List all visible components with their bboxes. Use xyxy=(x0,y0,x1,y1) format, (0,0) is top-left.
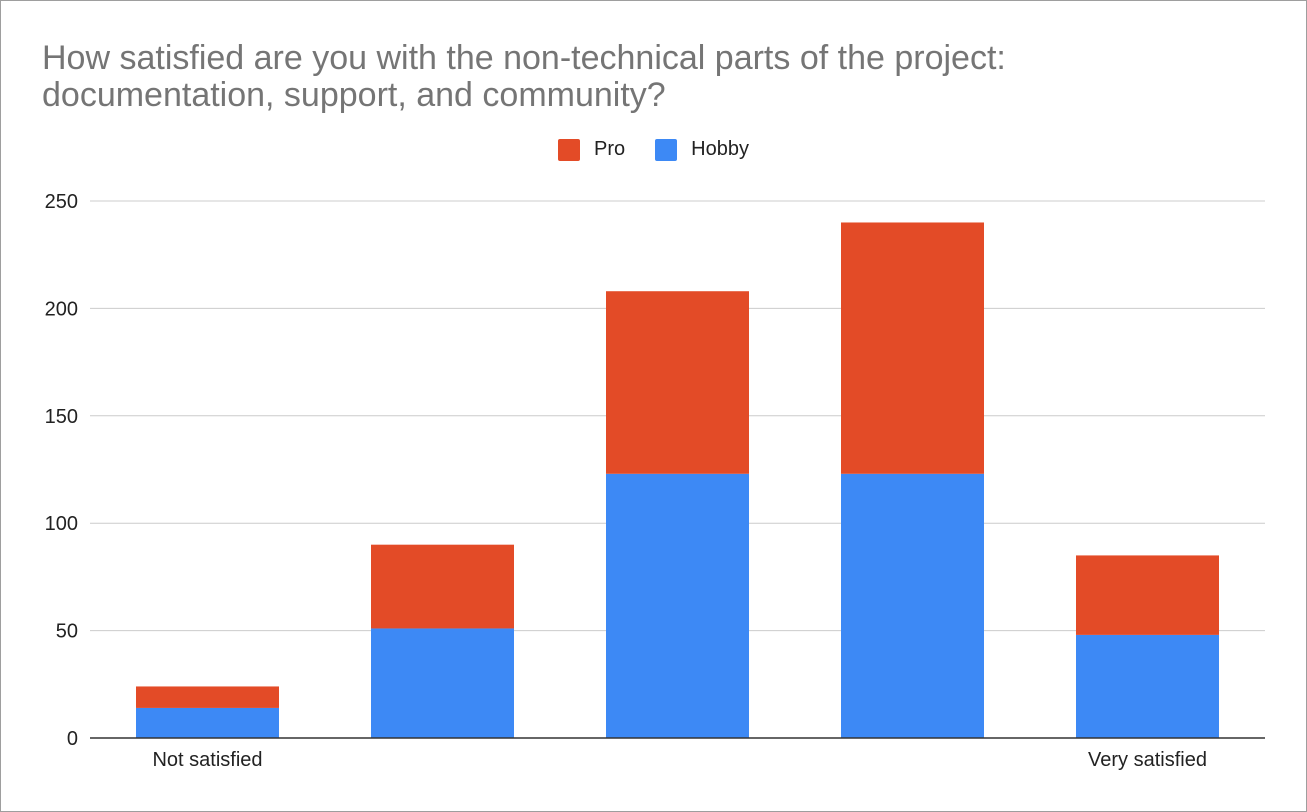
bar-hobby xyxy=(136,707,279,738)
legend-swatch-hobby xyxy=(655,138,678,161)
legend-label-pro: Pro xyxy=(594,138,626,160)
legend: Pro Hobby xyxy=(0,138,1307,161)
legend-item-pro: Pro xyxy=(558,138,625,161)
bar-pro xyxy=(606,291,749,474)
bar-pro xyxy=(371,544,514,629)
bar-hobby xyxy=(841,473,984,738)
y-tick-label: 100 xyxy=(45,513,78,535)
chart-title-line-1: How satisfied are you with the non-techn… xyxy=(42,39,1006,77)
chart-title-line-2: documentation, support, and community? xyxy=(42,76,666,114)
legend-item-hobby: Hobby xyxy=(655,138,749,161)
y-tick-label: 250 xyxy=(45,191,78,213)
bar-hobby xyxy=(1076,634,1219,738)
y-tick-label: 0 xyxy=(67,728,78,750)
bar-pro xyxy=(1076,555,1219,635)
legend-swatch-pro xyxy=(558,138,581,161)
chart-title: How satisfied are you with the non-techn… xyxy=(42,40,1242,114)
y-tick-label: 200 xyxy=(45,298,78,320)
y-tick-label: 50 xyxy=(56,621,78,643)
bar-hobby xyxy=(606,473,749,738)
legend-label-hobby: Hobby xyxy=(691,138,749,160)
bar-pro xyxy=(841,222,984,474)
x-tick-label: Very satisfied xyxy=(1088,749,1207,771)
bar-pro xyxy=(136,686,279,708)
x-tick-label: Not satisfied xyxy=(152,749,262,771)
y-tick-label: 150 xyxy=(45,406,78,428)
bar-hobby xyxy=(371,628,514,738)
